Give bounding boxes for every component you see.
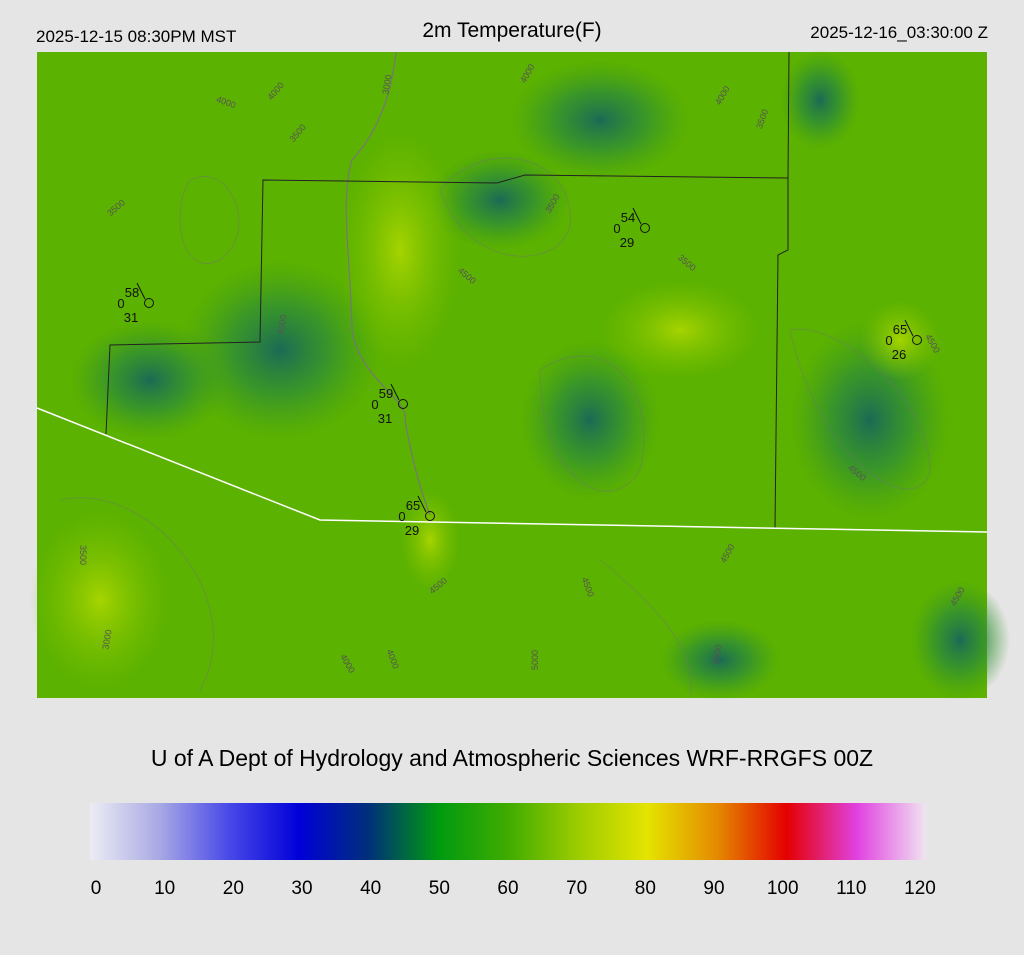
colorbar-tick-label: 60 (497, 878, 518, 899)
station-temperature: 58 (125, 285, 139, 300)
header-left: 2025-12-15 08:30PM MST (36, 27, 236, 46)
colorbar (90, 803, 926, 860)
colorbar-ticks: 0 10 20 30 40 50 60 70 80 90 100 110 120 (91, 860, 936, 899)
station-wind: 0 (398, 509, 405, 524)
station-circle (144, 298, 154, 308)
colorbar-tick-label: 10 (154, 878, 175, 899)
contour-label: 4500 (275, 314, 288, 335)
station-wind: 0 (613, 221, 620, 236)
state-border (36, 407, 988, 533)
station-temperature: 54 (621, 210, 635, 225)
road (345, 51, 431, 516)
contour-label: 3500 (78, 545, 88, 565)
colorbar-tick-label: 80 (635, 878, 656, 899)
county-borders (105, 51, 790, 529)
colorbar-tick-label: 30 (291, 878, 312, 899)
wind-barb (136, 282, 146, 300)
contour-label: 3000 (100, 629, 113, 650)
colorbar-tick-label: 110 (836, 878, 866, 899)
colorbar-tick-label: 100 (767, 878, 799, 899)
wind-barb (390, 383, 400, 401)
station-wind: 0 (885, 333, 892, 348)
colorbar-tick-label: 20 (223, 878, 244, 899)
wind-barb (632, 207, 642, 225)
station-dewpoint: 29 (405, 523, 419, 538)
colorbar-tick-label: 90 (703, 878, 724, 899)
temperature-field (30, 50, 1010, 700)
header-right: 2025-12-16_03:30:00 Z (810, 23, 988, 42)
station-circle (912, 335, 922, 345)
station-wind: 0 (371, 397, 378, 412)
station-temperature: 59 (379, 386, 393, 401)
station-temperature: 65 (893, 322, 907, 337)
station-circle (398, 399, 408, 409)
contour-label: 4500 (710, 644, 723, 665)
station-temperature: 65 (406, 498, 420, 513)
contours (59, 157, 931, 698)
contour-label: 3000 (380, 74, 393, 95)
station-dewpoint: 31 (378, 411, 392, 426)
station-dewpoint: 26 (892, 347, 906, 362)
colorbar-tick-label: 70 (566, 878, 587, 899)
colorbar-tick-label: 0 (91, 878, 102, 899)
station-wind: 0 (117, 296, 124, 311)
colorbar-tick-label: 40 (360, 878, 381, 899)
wind-barb (904, 319, 914, 337)
station-circle (425, 511, 435, 521)
wind-barb (417, 495, 427, 513)
station-circle (640, 223, 650, 233)
contour-label: 5000 (530, 650, 540, 670)
footer-credit: U of A Dept of Hydrology and Atmospheric… (151, 745, 873, 771)
station-dewpoint: 29 (620, 235, 634, 250)
colorbar-tick-label: 120 (904, 878, 936, 899)
colorbar-tick-label: 50 (429, 878, 450, 899)
station-dewpoint: 31 (124, 310, 138, 325)
map-title: 2m Temperature(F) (422, 19, 601, 42)
